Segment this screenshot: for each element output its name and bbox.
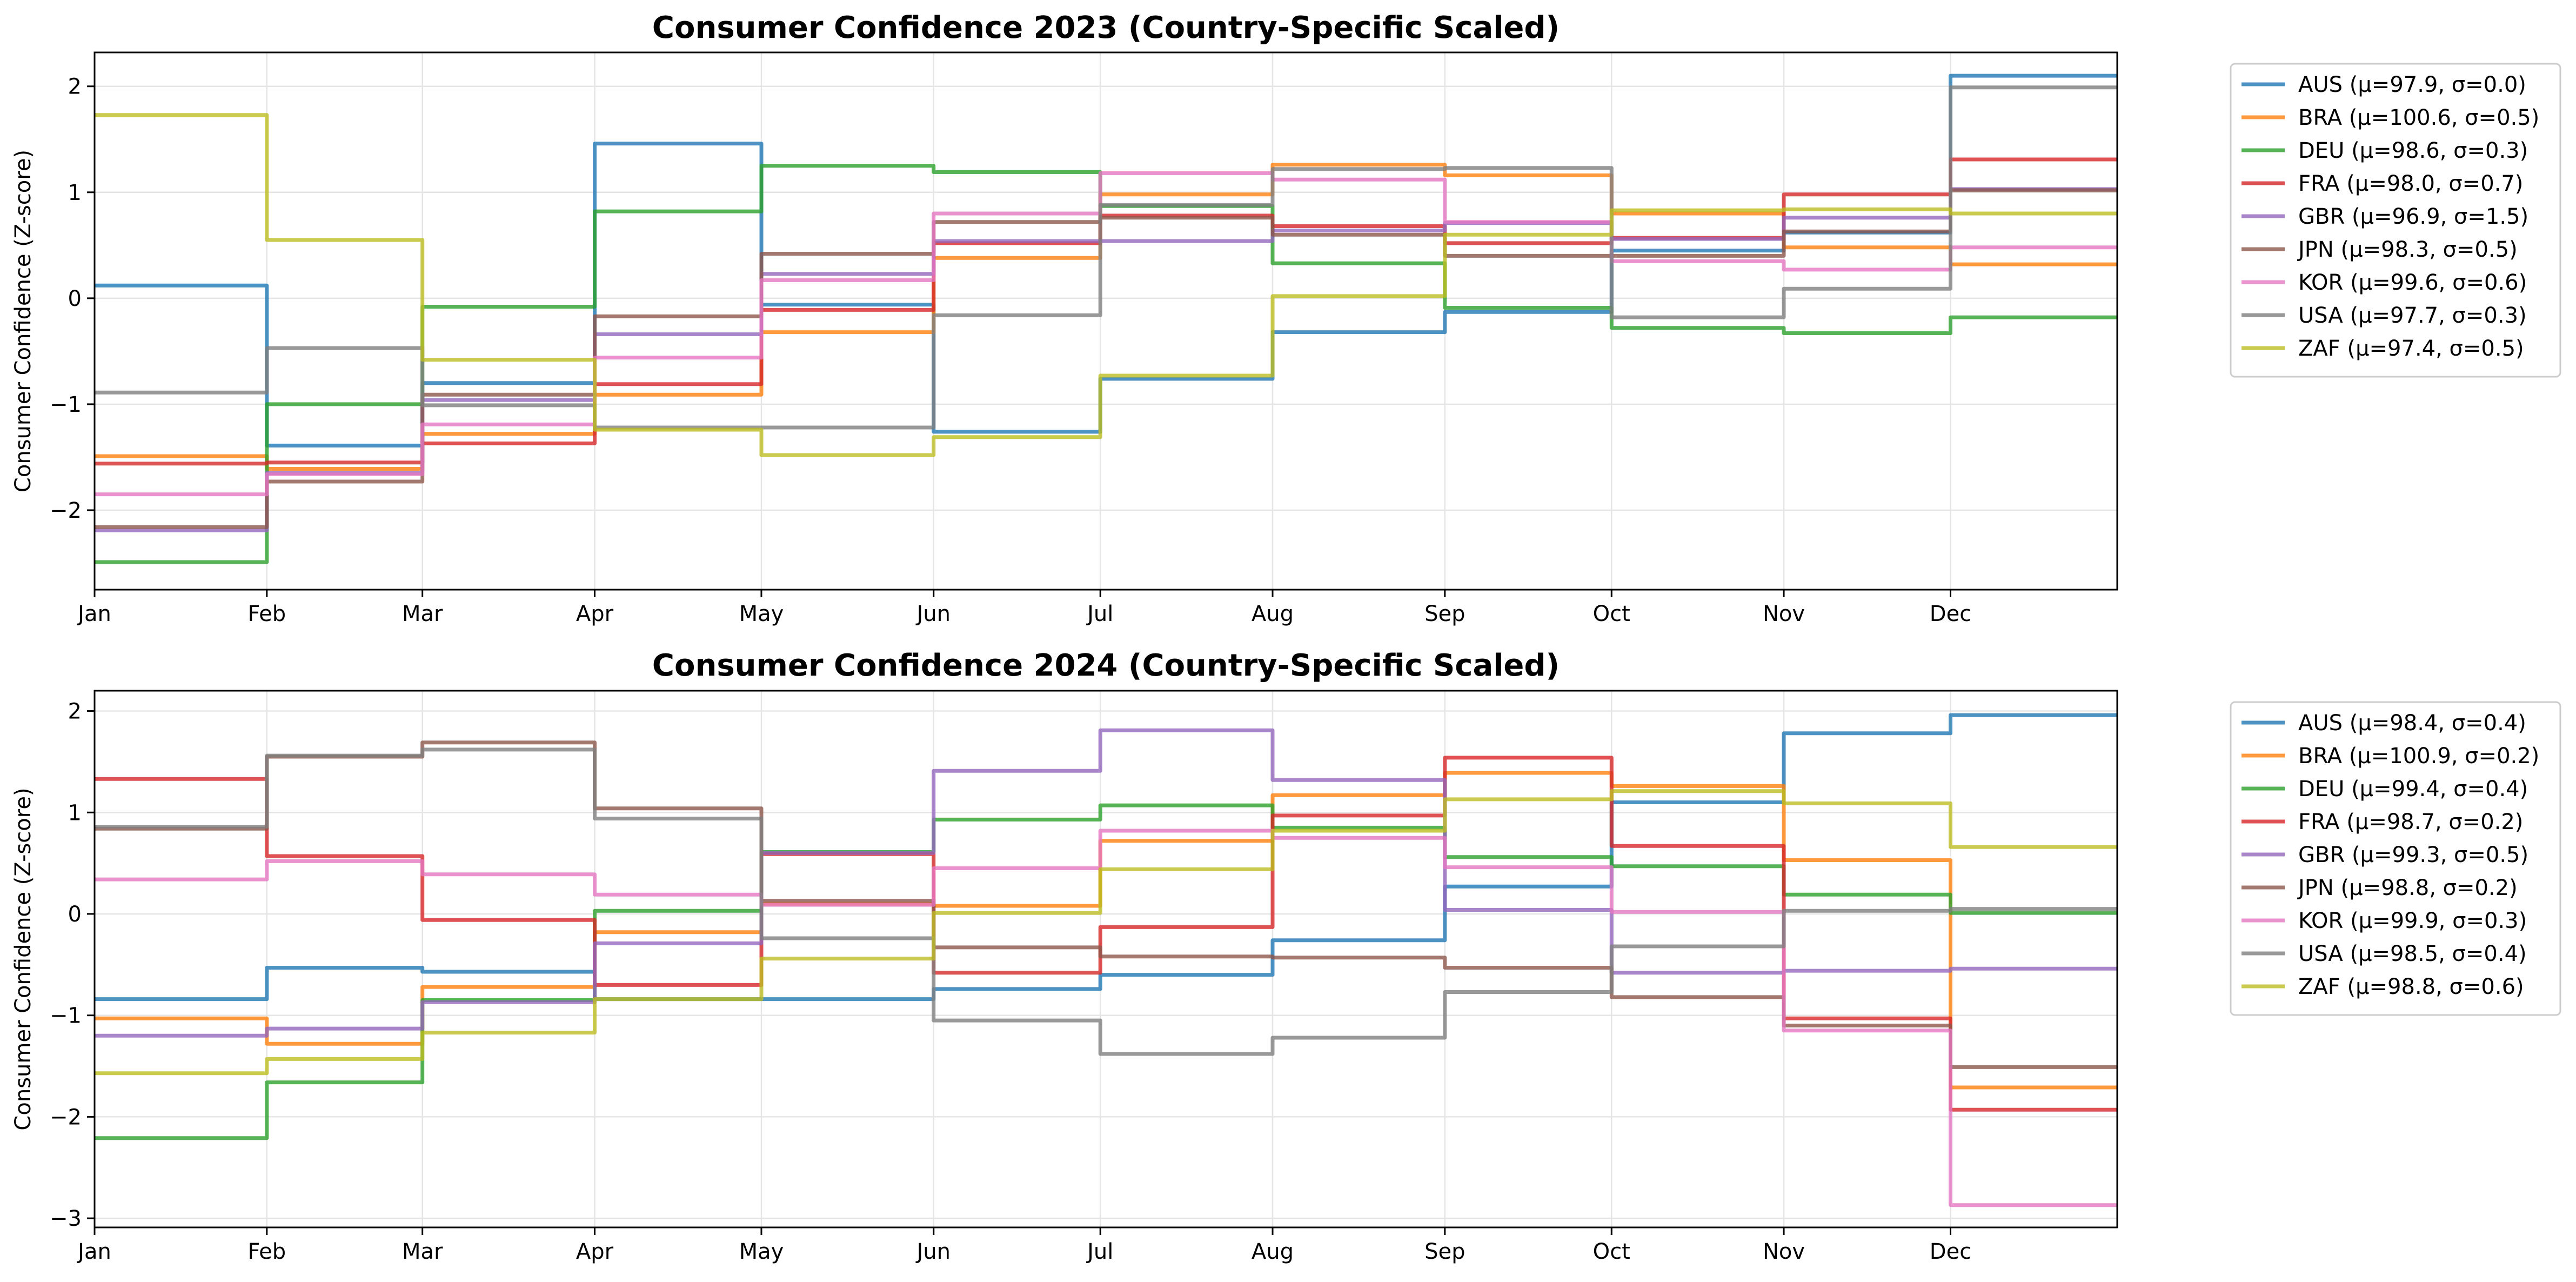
legend-entry: KOR (μ=99.6, σ=0.6) [2298,270,2527,295]
chart-title: Consumer Confidence 2023 (Country-Specif… [652,10,1560,45]
y-tick-label: −1 [50,392,82,417]
x-tick-label: Dec [1930,602,1971,626]
x-tick-label: Sep [1424,602,1465,626]
x-axis: Jan Feb Mar Apr May Jun Jul Aug Sep Oct Nov Dec [76,1227,1971,1264]
x-tick-label: Aug [1252,602,1294,626]
legend-entry: AUS (μ=98.4, σ=0.4) [2298,711,2526,736]
x-tick-label: Oct [1593,602,1630,626]
x-tick-label: Sep [1424,1239,1465,1264]
y-tick-label: 0 [68,902,82,927]
series-line-aus [95,713,2117,1001]
legend-entry: USA (μ=97.7, σ=0.3) [2298,303,2527,328]
x-tick-label: Mar [402,1239,443,1264]
y-tick-label: −2 [50,498,82,523]
y-axis-label: Consumer Confidence (Z-score) [11,150,36,492]
legend: AUS (μ=98.4, σ=0.4) BRA (μ=100.9, σ=0.2) D… [2230,701,2561,1016]
legend-entry: ZAF (μ=98.8, σ=0.6) [2298,974,2524,999]
chart-panel-2: Consumer Confidence 2024 (Country-Specif… [11,648,2561,1264]
y-axis-label: Consumer Confidence (Z-score) [11,787,36,1130]
series-lines [95,713,2117,1207]
legend-entry: BRA (μ=100.9, σ=0.2) [2298,744,2539,769]
y-tick-label: 1 [68,181,82,205]
legend-box [2230,701,2561,1016]
x-tick-label: Nov [1763,602,1805,626]
legend-entry: FRA (μ=98.7, σ=0.2) [2298,810,2523,834]
x-tick-label: Jan [76,602,111,626]
x-tick-label: Jul [1086,1239,1113,1264]
x-tick-label: Dec [1930,1239,1971,1264]
legend-entry: BRA (μ=100.6, σ=0.5) [2298,105,2539,130]
plot-frame [93,690,2118,1228]
series-line-kor [95,171,2117,497]
legend-entry: FRA (μ=98.0, σ=0.7) [2298,171,2523,196]
x-tick-label: Jun [915,1239,951,1264]
series-line-usa [95,85,2117,430]
x-tick-label: May [739,602,784,626]
y-axis: −3 −2 −1 0 1 2 [50,699,95,1231]
x-tick-label: Aug [1252,1239,1294,1264]
legend-entry: ZAF (μ=97.4, σ=0.5) [2298,336,2524,361]
x-tick-label: Jun [915,602,951,626]
series-lines [95,74,2117,564]
y-tick-label: 2 [68,699,82,724]
y-tick-label: −3 [50,1206,82,1231]
legend-entry: GBR (μ=99.3, σ=0.5) [2298,843,2528,867]
series-line-usa [95,747,2117,1056]
chart-title: Consumer Confidence 2024 (Country-Specif… [652,648,1560,683]
x-tick-label: Jul [1086,602,1113,626]
x-tick-label: Nov [1763,1239,1805,1264]
legend-entry: JPN (μ=98.3, σ=0.5) [2297,237,2518,262]
legend: AUS (μ=97.9, σ=0.0) BRA (μ=100.6, σ=0.5) D… [2230,63,2561,378]
x-tick-label: Apr [576,1239,614,1264]
y-tick-label: −2 [50,1105,82,1130]
y-axis: −2 −1 0 1 2 [50,75,95,523]
y-tick-label: −1 [50,1004,82,1029]
x-tick-label: Mar [402,602,443,626]
x-tick-label: Feb [247,1239,286,1264]
x-tick-label: Oct [1593,1239,1630,1264]
legend-entry: DEU (μ=99.4, σ=0.4) [2298,777,2528,802]
series-line-zaf [95,789,2117,1076]
legend-entry: AUS (μ=97.9, σ=0.0) [2298,72,2526,97]
x-tick-label: Apr [576,602,614,626]
x-tick-label: May [739,1239,784,1264]
y-tick-label: 0 [68,286,82,311]
chart-panel-1: Consumer Confidence 2023 (Country-Specif… [11,10,2561,626]
y-tick-label: 2 [68,75,82,99]
legend-box [2230,63,2561,378]
y-tick-label: 1 [68,800,82,825]
legend-entry: GBR (μ=96.9, σ=1.5) [2298,204,2528,229]
legend-entry: DEU (μ=98.6, σ=0.3) [2298,138,2528,163]
legend-entry: KOR (μ=99.9, σ=0.3) [2298,909,2527,933]
plot-frame [93,51,2118,591]
legend-entry: JPN (μ=98.8, σ=0.2) [2297,876,2518,900]
series-line-zaf [95,113,2117,457]
legend-entry: USA (μ=98.5, σ=0.4) [2298,942,2527,966]
x-tick-label: Feb [247,602,286,626]
x-axis: Jan Feb Mar Apr May Jun Jul Aug Sep Oct Nov Dec [76,590,1971,626]
x-tick-label: Jan [76,1239,111,1264]
